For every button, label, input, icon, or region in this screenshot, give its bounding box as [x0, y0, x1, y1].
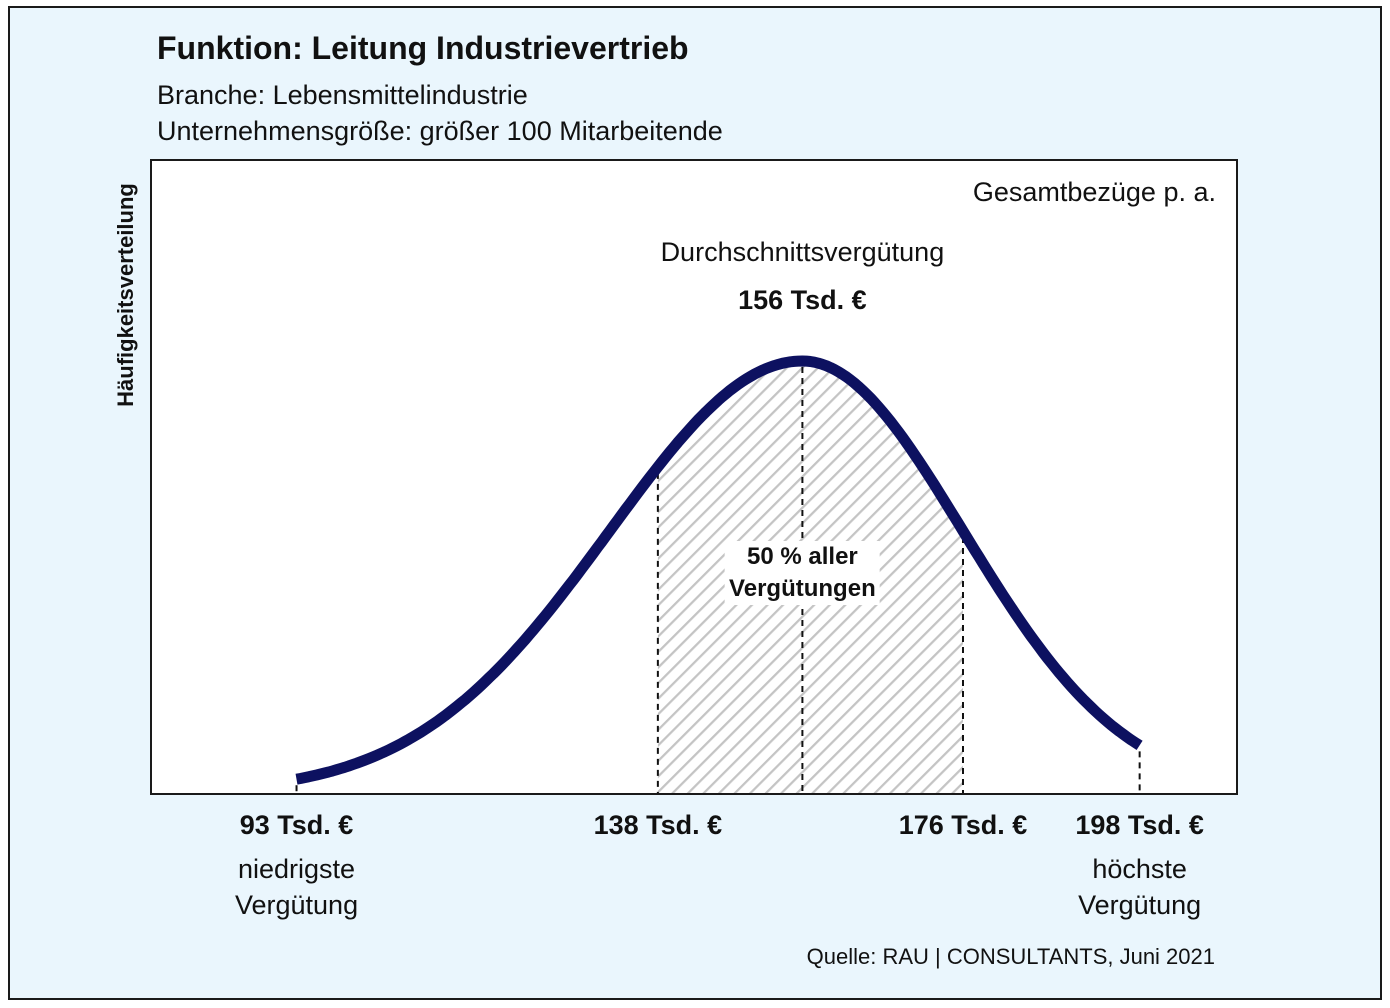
- tick-label-138: 138 Tsd. €: [593, 810, 723, 840]
- tick-desc-lowest-line2: Vergütung: [234, 890, 359, 920]
- shaded-range-label-line2: Vergütungen: [729, 575, 876, 602]
- corner-label: Gesamtbezüge p. a.: [972, 177, 1216, 207]
- chart-subtitle-company-size: Unternehmensgröße: größer 100 Mitarbeite…: [157, 116, 723, 146]
- plot-area: Gesamtbezüge p. a. Durchschnittsvergütun…: [150, 159, 1238, 795]
- distribution-curve: [295, 355, 1143, 785]
- tick-desc-highest-line2: Vergütung: [1078, 890, 1202, 920]
- tick-desc-lowest-line1: niedrigste: [237, 854, 356, 884]
- shaded-range-label: 50 % aller Vergütungen: [725, 541, 880, 605]
- chart-title: Funktion: Leitung Industrievertrieb: [157, 30, 689, 66]
- y-axis-label: Häufigkeitsverteilung: [113, 183, 138, 407]
- source-note: Quelle: RAU | CONSULTANTS, Juni 2021: [806, 944, 1215, 969]
- tick-label-93: 93 Tsd. €: [239, 810, 354, 840]
- average-label: Durchschnittsvergütung: [660, 237, 945, 267]
- tick-desc-highest: höchste Vergütung: [1078, 851, 1201, 923]
- chart-subtitle-industry: Branche: Lebensmittelindustrie: [157, 80, 528, 110]
- shaded-range-label-line1: 50 % aller: [747, 543, 858, 570]
- tick-label-198: 198 Tsd. €: [1075, 810, 1204, 840]
- tick-desc-highest-line1: höchste: [1092, 854, 1187, 884]
- tick-label-176: 176 Tsd. €: [898, 810, 1028, 840]
- tick-desc-lowest: niedrigste Vergütung: [235, 851, 358, 923]
- average-value: 156 Tsd. €: [738, 285, 867, 315]
